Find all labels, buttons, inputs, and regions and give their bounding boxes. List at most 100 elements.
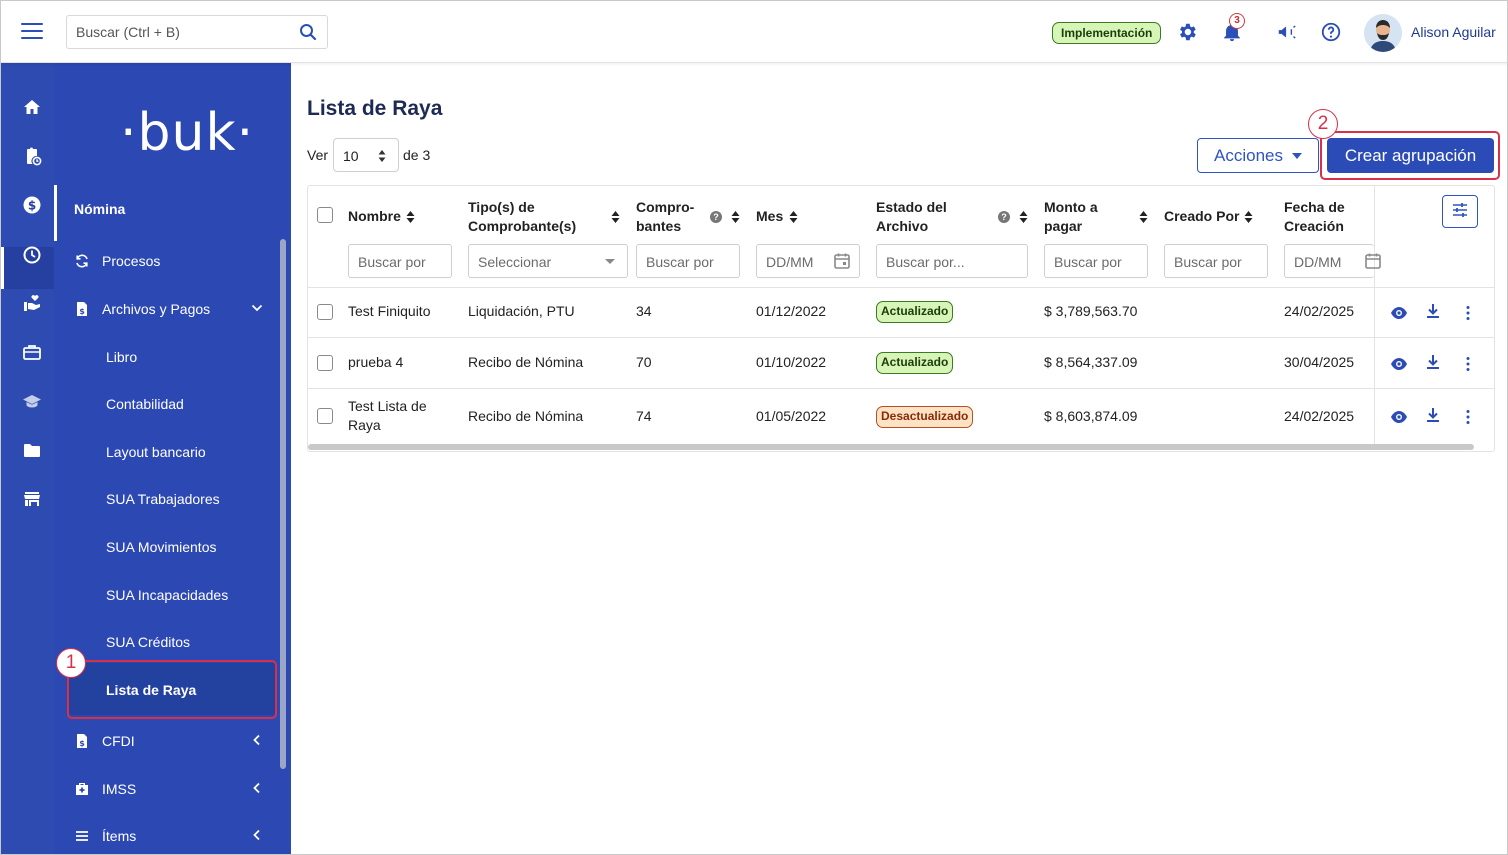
icon-rail: $ <box>1 63 54 854</box>
sort-icon[interactable] <box>731 210 740 224</box>
eye-icon[interactable] <box>1390 355 1408 373</box>
filter-tipo-select[interactable]: Seleccionar <box>468 244 628 278</box>
clock-icon[interactable] <box>22 245 42 265</box>
section-indicator <box>54 185 57 241</box>
medical-kit-icon <box>76 783 88 795</box>
help-icon[interactable]: ? <box>710 211 722 223</box>
avatar[interactable] <box>1364 14 1402 52</box>
sidebar-subitem-sua-movimientos[interactable]: SUA Movimientos <box>106 539 217 555</box>
header-comprobantes[interactable]: Compro-bantes <box>636 199 695 234</box>
header-nombre[interactable]: Nombre <box>348 208 401 224</box>
cell-nombre[interactable]: Test Lista de Raya <box>348 398 427 433</box>
cell-mes: 01/05/2022 <box>756 408 827 424</box>
sidebar-item-archivos-y-pagos[interactable]: $ Archivos y Pagos <box>74 291 274 327</box>
sidebar-item-label: Archivos y Pagos <box>102 301 211 317</box>
dollar-icon[interactable]: $ <box>22 195 42 215</box>
rail-active-indicator <box>1 247 54 289</box>
user-name[interactable]: Alison Aguilar <box>1411 24 1496 40</box>
sidebar-item-items[interactable]: Ítems <box>74 818 274 854</box>
notification-count-badge: 3 <box>1229 13 1245 29</box>
chevron-down-icon <box>251 304 263 312</box>
crear-agrupacion-button[interactable]: Crear agrupación <box>1327 138 1494 173</box>
column-settings-button[interactable] <box>1442 195 1478 228</box>
page-title: Lista de Raya <box>307 97 443 120</box>
sort-icon[interactable] <box>611 210 620 224</box>
eye-icon[interactable] <box>1390 408 1408 426</box>
sidebar-item-procesos[interactable]: Procesos <box>74 243 274 279</box>
filter-monto[interactable]: Buscar por <box>1044 244 1148 278</box>
search-box <box>66 15 328 49</box>
cell-fecha: 24/02/2025 <box>1284 303 1355 319</box>
sidebar-subitem-sua-trabajadores[interactable]: SUA Trabajadores <box>106 491 220 507</box>
megaphone-icon[interactable] <box>1276 21 1298 43</box>
row-checkbox[interactable] <box>317 408 333 424</box>
per-page-select[interactable]: 10 <box>333 138 399 172</box>
sidebar-subitem-libro[interactable]: Libro <box>106 349 138 365</box>
sidebar-subitem-contabilidad[interactable]: Contabilidad <box>106 396 184 412</box>
calendar-icon[interactable] <box>1364 252 1382 270</box>
filter-comprobantes[interactable]: Buscar por <box>636 244 740 278</box>
cell-monto: $ 8,603,874.09 <box>1044 408 1138 424</box>
horizontal-scrollbar[interactable] <box>308 444 1474 450</box>
download-icon[interactable] <box>1424 353 1442 371</box>
acciones-button[interactable]: Acciones <box>1197 138 1319 173</box>
home-icon[interactable] <box>22 97 42 117</box>
row-checkbox[interactable] <box>317 355 333 371</box>
cell-nombre[interactable]: prueba 4 <box>348 354 404 370</box>
lista-de-raya-table: Nombre Tipo(s) de Comprobante(s) Compro-b… <box>307 185 1495 452</box>
header-creado-por[interactable]: Creado Por <box>1164 208 1240 224</box>
sidebar-scrollbar[interactable] <box>280 239 286 769</box>
filter-mes[interactable]: DD/MM <box>756 244 860 278</box>
calendar-icon[interactable] <box>833 252 851 270</box>
more-vertical-icon[interactable] <box>1459 408 1477 426</box>
more-vertical-icon[interactable] <box>1459 355 1477 373</box>
buk-logo[interactable]: ·buk· <box>120 103 255 163</box>
sidebar-subitem-lista-de-raya[interactable]: Lista de Raya <box>106 682 197 698</box>
sort-icon[interactable] <box>789 210 798 224</box>
cell-nombre[interactable]: Test Finiquito <box>348 303 431 319</box>
graduation-cap-icon[interactable] <box>22 391 42 411</box>
status-badge: Actualizado <box>876 301 954 323</box>
search-icon[interactable] <box>299 23 317 41</box>
per-page-label: Ver <box>307 147 329 163</box>
menu-icon[interactable] <box>21 23 43 41</box>
sidebar-subitem-sua-creditos[interactable]: SUA Créditos <box>106 634 191 650</box>
search-input[interactable] <box>67 16 287 48</box>
header-tipo-comprobante[interactable]: Tipo(s) de Comprobante(s) <box>468 199 577 234</box>
briefcase-icon[interactable] <box>22 342 42 362</box>
filter-nombre[interactable]: Buscar por <box>348 244 452 278</box>
help-icon[interactable]: ? <box>998 211 1010 223</box>
sort-icon[interactable] <box>1244 210 1253 224</box>
header-mes[interactable]: Mes <box>756 208 784 224</box>
sort-icon[interactable] <box>406 210 415 224</box>
select-all-checkbox[interactable] <box>317 207 333 223</box>
gear-icon[interactable] <box>1176 21 1198 43</box>
hand-heart-icon[interactable] <box>22 293 42 313</box>
header-estado-archivo[interactable]: Estado del Archivo <box>876 199 947 234</box>
sidebar-subitem-sua-incapacidades[interactable]: SUA Incapacidades <box>106 587 229 603</box>
sidebar-subitem-layout-bancario[interactable]: Layout bancario <box>106 444 206 460</box>
svg-text:$: $ <box>79 307 85 316</box>
eye-icon[interactable] <box>1390 304 1408 322</box>
header-fecha-creacion[interactable]: Fecha de Creación <box>1284 199 1345 234</box>
help-icon[interactable] <box>1320 21 1342 43</box>
header-monto-a-pagar[interactable]: Monto a pagar <box>1044 199 1098 234</box>
sidebar-item-cfdi[interactable]: $ CFDI <box>74 723 274 759</box>
download-icon[interactable] <box>1424 406 1442 424</box>
environment-badge[interactable]: Implementación <box>1052 22 1162 44</box>
folder-icon[interactable] <box>22 440 42 460</box>
filter-estado[interactable]: Buscar por... <box>876 244 1028 278</box>
chevron-left-icon <box>253 782 260 794</box>
store-icon[interactable] <box>22 489 42 509</box>
row-checkbox[interactable] <box>317 304 333 320</box>
sidebar-item-imss[interactable]: IMSS <box>74 771 274 807</box>
filter-creado-por[interactable]: Buscar por <box>1164 244 1268 278</box>
filter-fecha[interactable]: DD/MM <box>1284 244 1381 278</box>
more-vertical-icon[interactable] <box>1459 304 1477 322</box>
clipboard-clock-icon[interactable] <box>22 146 42 166</box>
sort-icon[interactable] <box>1139 210 1148 224</box>
sidebar-section-nomina[interactable]: Nómina <box>74 201 126 217</box>
cell-monto: $ 8,564,337.09 <box>1044 354 1138 370</box>
sort-icon[interactable] <box>1019 210 1028 224</box>
download-icon[interactable] <box>1424 302 1442 320</box>
